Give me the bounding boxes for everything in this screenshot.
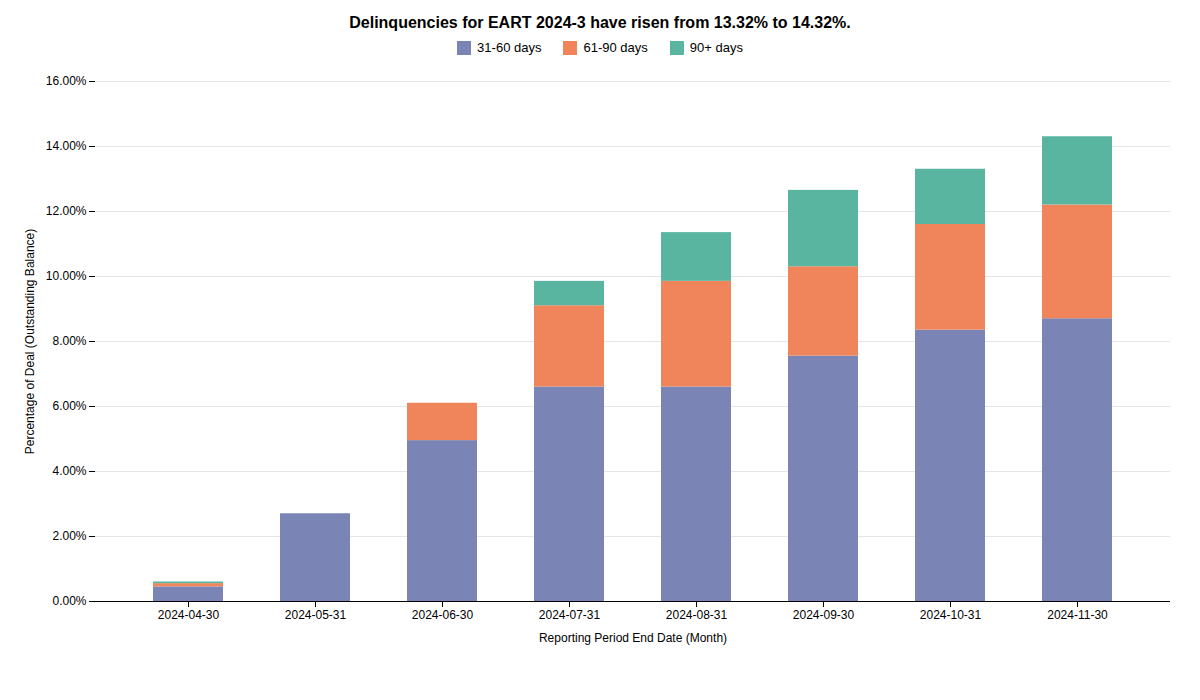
svg-text:10.00%: 10.00% <box>46 269 87 283</box>
svg-text:4.00%: 4.00% <box>52 464 86 478</box>
svg-text:14.00%: 14.00% <box>46 139 87 153</box>
svg-text:0.00%: 0.00% <box>52 594 86 608</box>
html-text:61-90 days: 61-90 days <box>583 40 648 55</box>
svg-text:2024-11-30: 2024-11-30 <box>1047 608 1108 622</box>
svg-text:16.00%: 16.00% <box>46 74 87 88</box>
svg-text:Percentage of Deal (Outstandin: Percentage of Deal (Outstanding Balance) <box>23 229 37 454</box>
svg-text:2.00%: 2.00% <box>52 529 86 543</box>
html-text:Delinquencies for EART 2024-3: Delinquencies for EART 2024-3 have risen… <box>349 14 851 31</box>
svg-text:Reporting Period End Date (Mon: Reporting Period End Date (Month) <box>539 631 727 645</box>
svg-text:2024-08-31: 2024-08-31 <box>666 608 728 622</box>
svg-text:2024-09-30: 2024-09-30 <box>793 608 855 622</box>
html-text:90+ days: 90+ days <box>689 40 743 55</box>
svg-text:8.00%: 8.00% <box>52 334 86 348</box>
html-text:31-60 days: 31-60 days <box>477 40 542 55</box>
svg-text:12.00%: 12.00% <box>46 204 87 218</box>
svg-text:2024-07-31: 2024-07-31 <box>539 608 601 622</box>
svg-text:2024-06-30: 2024-06-30 <box>412 608 474 622</box>
svg-text:6.00%: 6.00% <box>52 399 86 413</box>
svg-text:2024-05-31: 2024-05-31 <box>285 608 347 622</box>
svg-text:2024-10-31: 2024-10-31 <box>920 608 982 622</box>
svg-text:2024-04-30: 2024-04-30 <box>158 608 220 622</box>
